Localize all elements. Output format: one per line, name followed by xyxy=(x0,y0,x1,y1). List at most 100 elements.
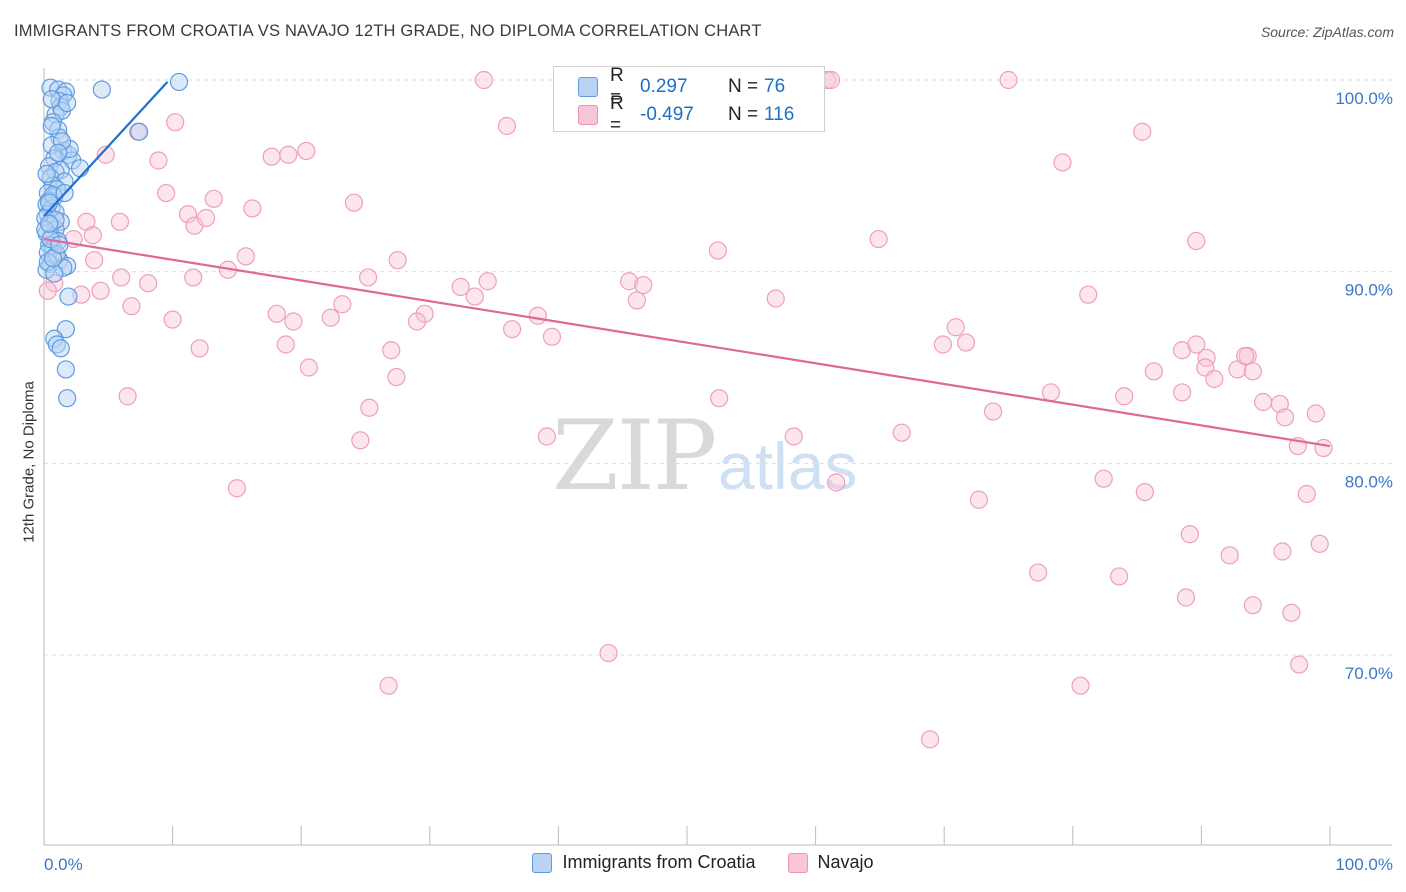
navajo-point xyxy=(91,281,110,300)
navajo-point xyxy=(933,335,953,354)
navajo-point xyxy=(1297,484,1316,504)
y-tick-label: 90.0% xyxy=(1345,281,1393,300)
navajo-point xyxy=(333,295,352,314)
series-legend: Immigrants from Croatia Navajo xyxy=(0,852,1406,873)
croatia-r-value: 0.297 xyxy=(640,76,688,97)
navajo-point xyxy=(382,341,401,360)
navajo-point xyxy=(267,304,286,323)
navajo-point xyxy=(196,208,216,228)
croatia-point xyxy=(51,339,70,358)
navajo-point xyxy=(1053,153,1072,172)
navajo-points xyxy=(38,70,1333,749)
navajo-point xyxy=(465,287,484,306)
navajo-point xyxy=(956,333,976,352)
navajo-point xyxy=(983,402,1003,421)
navajo-point xyxy=(388,251,407,270)
trend-lines xyxy=(43,81,1331,448)
croatia-point xyxy=(42,90,61,109)
navajo-point xyxy=(827,473,846,492)
navajo-point xyxy=(387,367,406,387)
navajo-point xyxy=(1273,542,1292,561)
x-tick-label-min: 0.0% xyxy=(44,855,83,874)
navajo-point xyxy=(1270,394,1289,414)
navajo-point xyxy=(110,212,129,231)
croatia-point xyxy=(92,80,111,99)
croatia-point xyxy=(50,235,69,254)
navajo-n-value: 116 xyxy=(764,104,795,125)
croatia-point xyxy=(45,264,64,283)
n-label: N = xyxy=(728,76,759,97)
navajo-point xyxy=(1187,231,1206,251)
navajo-point xyxy=(157,183,176,203)
navajo-point xyxy=(178,205,198,224)
navajo-point xyxy=(784,427,803,446)
navajo-point xyxy=(407,312,427,331)
navajo-point xyxy=(1115,387,1134,406)
navajo-point xyxy=(163,310,182,329)
chart-title: IMMIGRANTS FROM CROATIA VS NAVAJO 12TH G… xyxy=(14,22,762,40)
legend-row-croatia: R = 0.297 N = 76 xyxy=(554,65,785,108)
navajo-point xyxy=(85,251,104,270)
navajo-point xyxy=(112,268,131,287)
navajo-point xyxy=(821,70,841,90)
navajo-point xyxy=(474,70,493,90)
navajo-swatch xyxy=(578,105,598,125)
navajo-point xyxy=(1094,469,1113,488)
navajo-point xyxy=(869,229,888,249)
croatia-point xyxy=(58,93,77,113)
legend-item-navajo[interactable]: Navajo xyxy=(787,852,874,873)
navajo-point xyxy=(279,145,298,164)
navajo-point xyxy=(236,247,256,266)
navajo-point xyxy=(1187,335,1206,354)
navajo-point xyxy=(262,147,281,166)
croatia-point xyxy=(59,287,78,306)
navajo-point xyxy=(190,339,209,358)
navajo-point xyxy=(204,189,223,208)
croatia-point xyxy=(58,389,77,408)
navajo-point xyxy=(276,335,295,354)
navajo-point xyxy=(344,193,364,212)
navajo-point xyxy=(1228,360,1247,379)
navajo-point xyxy=(708,241,727,260)
navajo-point xyxy=(1290,655,1309,674)
navajo-point xyxy=(503,320,522,339)
navajo-point xyxy=(542,327,562,346)
navajo-point xyxy=(299,358,319,377)
navajo-point xyxy=(1275,408,1295,427)
navajo-point xyxy=(1314,438,1333,458)
navajo-point xyxy=(478,272,497,291)
navajo-point xyxy=(497,116,517,136)
y-tick-label: 70.0% xyxy=(1345,664,1393,683)
navajo-point xyxy=(946,318,965,337)
croatia-legend-label: Immigrants from Croatia xyxy=(562,852,756,872)
navajo-r-value: -0.497 xyxy=(640,104,694,125)
navajo-point xyxy=(766,289,785,308)
navajo-point xyxy=(243,199,262,218)
navajo-point xyxy=(184,268,203,287)
croatia-point xyxy=(70,159,90,178)
navajo-point xyxy=(1133,122,1152,141)
croatia-point xyxy=(169,72,189,92)
navajo-point xyxy=(358,268,378,287)
navajo-point xyxy=(1254,392,1273,412)
navajo-point xyxy=(599,643,618,663)
navajo-point xyxy=(1041,383,1061,402)
croatia-point xyxy=(56,360,75,379)
n-label: N = xyxy=(728,104,759,125)
navajo-point xyxy=(1310,534,1329,553)
navajo-point xyxy=(379,676,398,695)
navajo-trend-line xyxy=(43,237,1331,448)
navajo-point xyxy=(166,113,185,132)
navajo-point xyxy=(1144,362,1163,381)
watermark-zip: ZIP xyxy=(552,400,717,512)
croatia-swatch xyxy=(578,77,598,97)
navajo-point xyxy=(1135,482,1154,502)
navajo-point xyxy=(1205,369,1224,389)
navajo-point xyxy=(1180,525,1199,544)
navajo-point xyxy=(1220,546,1239,565)
navajo-point xyxy=(1197,348,1216,368)
navajo-point xyxy=(1079,285,1098,304)
legend-item-croatia[interactable]: Immigrants from Croatia xyxy=(532,852,756,873)
navajo-point xyxy=(892,423,911,442)
x-tick-label-max: 100.0% xyxy=(1335,855,1393,874)
